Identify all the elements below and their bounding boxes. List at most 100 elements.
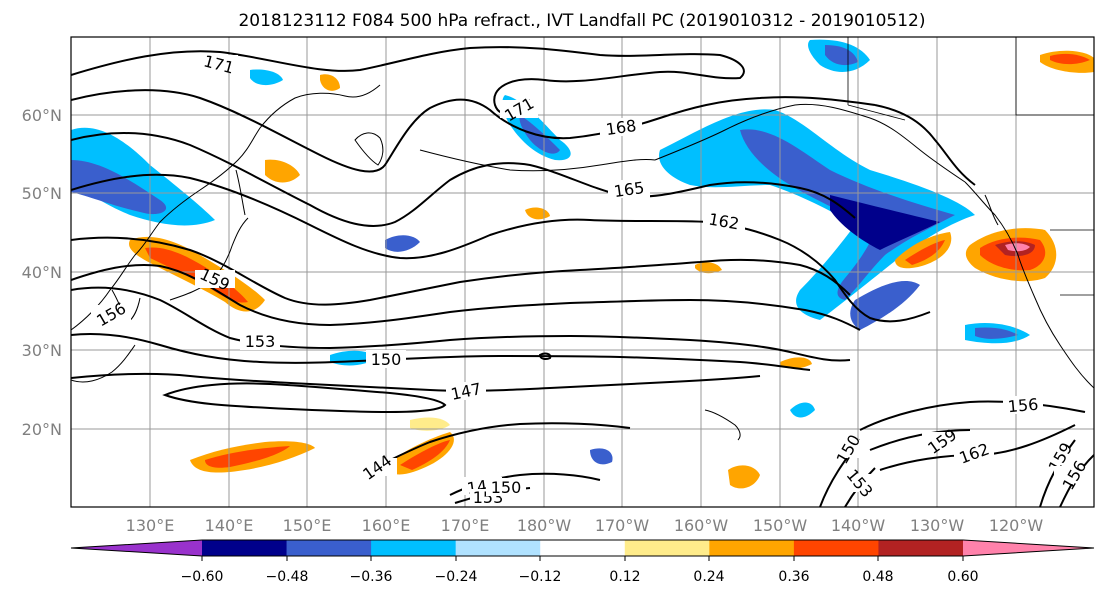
contour-label-150: 150 <box>371 350 402 369</box>
colorbar-tick-label: 0.48 <box>862 569 893 585</box>
colorbar-tick-label: −0.24 <box>435 569 478 585</box>
colorbar-tick-label: 0.12 <box>609 569 640 585</box>
blue-anomaly-nw-core <box>71 160 167 215</box>
lat-tick-label: 20°N <box>22 420 62 439</box>
contour-150 <box>71 333 811 371</box>
colorbar-ticks <box>201 556 964 561</box>
coast-bc <box>984 194 999 226</box>
lat-tick-label: 50°N <box>22 184 62 203</box>
lat-tick-label: 60°N <box>22 106 62 125</box>
contour-162 <box>71 173 931 323</box>
blue-anomaly-sub1 <box>590 448 613 465</box>
lon-ticks: 130°E 140°E 150°E 160°E 170°E 180°W 170°… <box>126 516 1044 535</box>
contour-east-156 <box>859 400 1086 431</box>
blue-anomaly-bering-core <box>519 115 560 154</box>
contour-147 <box>71 372 761 392</box>
colorbar-segment <box>455 540 541 556</box>
colorbar-tick-label: −0.60 <box>181 569 224 585</box>
colorbar-extend-max <box>963 540 1094 556</box>
contour-168-east <box>874 104 976 186</box>
lon-tick-label: 140°E <box>205 516 254 535</box>
lon-tick-label: 150°E <box>283 516 332 535</box>
contour-171 <box>71 46 745 115</box>
contour-label-150: 150 <box>491 478 522 497</box>
borders <box>847 37 1094 296</box>
coast-alaska <box>654 103 966 183</box>
colorbar-segment <box>202 540 288 556</box>
lat-tick-label: 40°N <box>22 263 62 282</box>
coast-asia <box>71 84 381 331</box>
coastlines <box>71 84 1094 441</box>
coast-china <box>71 344 136 383</box>
lon-tick-label: 120°W <box>989 516 1044 535</box>
contour-159 <box>71 236 851 306</box>
colorbar-segment <box>540 540 626 556</box>
contour-labels: 171 171 168 165 162 159 156 153 150 147 … <box>91 51 1094 507</box>
figure-title: 2018123112 F084 500 hPa refract., IVT La… <box>238 11 925 31</box>
warm-anomaly-sub1-core <box>205 446 290 468</box>
colorbar-tick-label: 0.60 <box>947 569 978 585</box>
contour-165 <box>71 132 856 227</box>
blue-anomaly-ne-core <box>825 45 858 66</box>
warm-anomaly-ne-core <box>1050 53 1090 65</box>
contour-lines <box>71 46 1094 507</box>
colorbar-tick-label: −0.48 <box>266 569 309 585</box>
lon-tick-label: 170°E <box>441 516 490 535</box>
warm-anomaly-ca-max <box>1005 243 1030 252</box>
warm-anomaly-yellow1 <box>410 417 450 431</box>
blue-anomaly-sub2 <box>790 402 815 418</box>
warm-anomaly-sub2-core <box>400 440 450 470</box>
warm-anomaly-kur <box>265 159 300 183</box>
blue-anomaly-east-core <box>975 327 1018 339</box>
lon-tick-label: 180°W <box>517 516 572 535</box>
blue-anomaly-alaska-w <box>250 69 283 86</box>
lon-tick-label: 130°E <box>126 516 175 535</box>
contour-168 <box>71 89 876 173</box>
coast-japan <box>169 217 249 301</box>
colorbar-segments <box>202 540 964 556</box>
lon-tick-label: 140°W <box>831 516 886 535</box>
colorbar-tick-label: −0.12 <box>519 569 562 585</box>
colorbar-segment <box>624 540 710 556</box>
contour-label-168: 168 <box>605 116 638 139</box>
map-area: 171 171 168 165 162 159 156 153 150 147 … <box>71 37 1094 507</box>
contour-147-loop <box>162 382 447 414</box>
contour-144 <box>369 422 631 471</box>
map-frame <box>70 36 1095 508</box>
lon-tick-label: 130°W <box>910 516 965 535</box>
contour-156 <box>71 263 861 331</box>
warm-anomaly-hi <box>728 465 760 489</box>
colorbar-segment <box>709 540 795 556</box>
coast-kamchatka <box>354 132 384 166</box>
lon-tick-label: 150°W <box>753 516 808 535</box>
warm-anomaly-or-core <box>905 240 945 265</box>
contour-hawaii-loop <box>538 352 552 360</box>
colorbar-tick-label: 0.24 <box>693 569 724 585</box>
lon-tick-label: 160°W <box>674 516 729 535</box>
colorbar-segment <box>371 540 457 556</box>
colorbar-segment <box>878 540 964 556</box>
contour-label-165: 165 <box>613 178 646 201</box>
colorbar-segment <box>286 540 372 556</box>
colorbar-tick-label: 0.36 <box>778 569 809 585</box>
warm-anomaly-yellow3 <box>695 262 722 274</box>
blue-anomaly-gulf <box>659 109 975 320</box>
lat-tick-label: 30°N <box>22 341 62 360</box>
blue-anomaly-kamchatka <box>385 235 420 252</box>
coast-hawaii <box>704 409 741 441</box>
contour-label-153: 153 <box>245 332 276 351</box>
lat-ticks: 60°N 50°N 40°N 30°N 20°N <box>22 106 62 439</box>
contour-153 <box>71 286 851 362</box>
colorbar-segment <box>793 540 879 556</box>
colorbar-extend-min <box>71 540 202 556</box>
coast-sakhalin <box>235 169 246 216</box>
contour-east-159 <box>869 429 971 451</box>
lon-tick-label: 170°W <box>595 516 650 535</box>
colorbar-tick-label: −0.36 <box>350 569 393 585</box>
lon-tick-label: 160°E <box>362 516 411 535</box>
warm-anomaly-yellow2 <box>780 357 812 369</box>
contour-label-156: 156 <box>1007 395 1039 417</box>
colorbar: −0.60 −0.48 −0.36 −0.24 −0.12 0.12 0.24 … <box>70 539 1095 585</box>
warm-anomaly-alaska <box>320 74 340 91</box>
